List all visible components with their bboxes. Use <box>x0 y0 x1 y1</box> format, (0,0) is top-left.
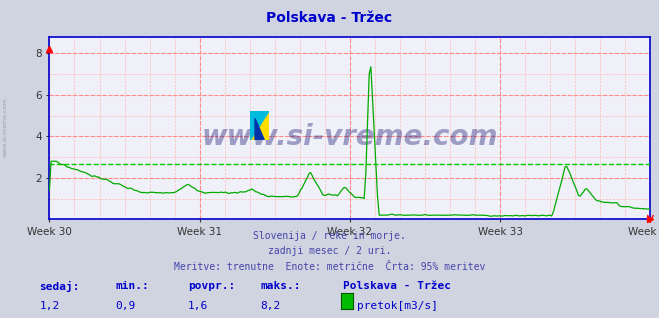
Text: www.si-vreme.com: www.si-vreme.com <box>3 97 8 157</box>
Text: sedaj:: sedaj: <box>40 281 80 293</box>
Text: Polskava - Tržec: Polskava - Tržec <box>343 281 451 291</box>
Text: 1,2: 1,2 <box>40 301 60 310</box>
Text: 0,9: 0,9 <box>115 301 136 310</box>
Text: zadnji mesec / 2 uri.: zadnji mesec / 2 uri. <box>268 246 391 256</box>
Text: www.si-vreme.com: www.si-vreme.com <box>202 123 498 151</box>
Polygon shape <box>255 118 264 140</box>
Text: Meritve: trenutne  Enote: metrične  Črta: 95% meritev: Meritve: trenutne Enote: metrične Črta: … <box>174 262 485 272</box>
Text: 1,6: 1,6 <box>188 301 208 310</box>
Text: povpr.:: povpr.: <box>188 281 235 291</box>
Text: Slovenija / reke in morje.: Slovenija / reke in morje. <box>253 231 406 240</box>
Text: Polskava - Tržec: Polskava - Tržec <box>266 11 393 25</box>
Polygon shape <box>250 111 269 140</box>
Text: pretok[m3/s]: pretok[m3/s] <box>357 301 438 310</box>
Text: 8,2: 8,2 <box>260 301 281 310</box>
Polygon shape <box>250 111 269 140</box>
Text: maks.:: maks.: <box>260 281 301 291</box>
Text: min.:: min.: <box>115 281 149 291</box>
